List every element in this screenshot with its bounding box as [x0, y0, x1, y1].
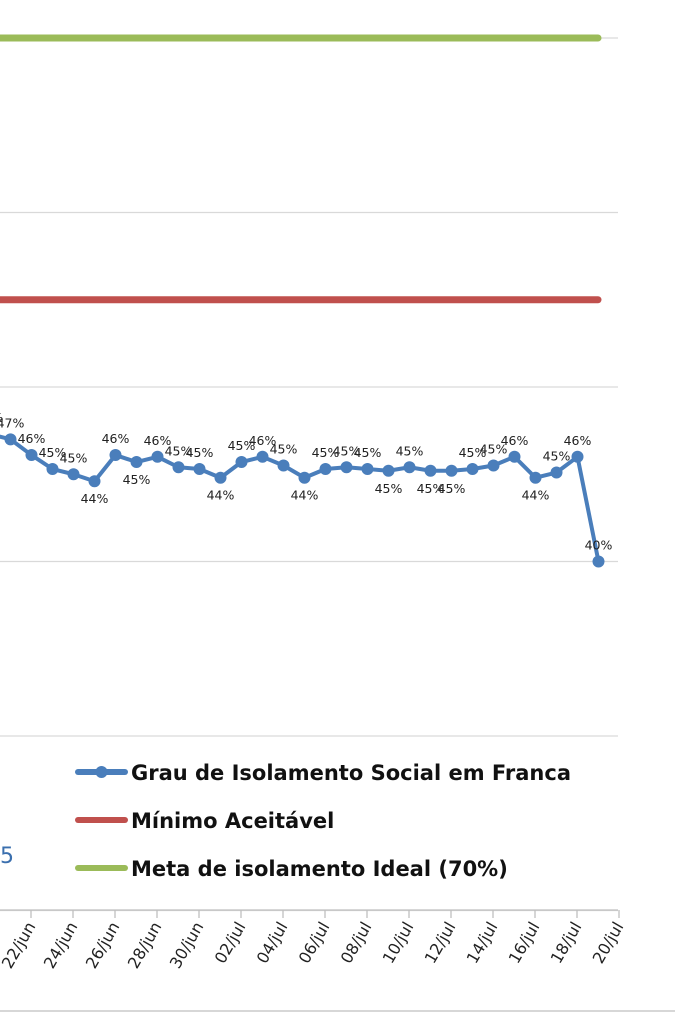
x-tick-label: 08/jul — [337, 919, 376, 967]
data-point — [487, 459, 500, 472]
data-points — [4, 433, 605, 568]
data-label: 45% — [123, 472, 151, 487]
data-point — [88, 475, 101, 488]
data-label: 45% — [165, 443, 193, 458]
reference-lines — [0, 34, 602, 304]
data-point — [46, 463, 59, 476]
data-point — [151, 450, 164, 463]
data-point — [403, 461, 416, 474]
data-label: 45% — [375, 481, 403, 496]
data-label: 44% — [291, 488, 319, 503]
data-label: 44% — [81, 491, 109, 506]
data-label: 44% — [207, 488, 235, 503]
data-label: 45% — [228, 438, 256, 453]
data-label: 47% — [0, 410, 4, 425]
legend-entry: Meta de isolamento Ideal (70%) — [131, 857, 508, 881]
data-point — [130, 456, 143, 469]
data-point — [172, 461, 185, 474]
data-point — [571, 450, 584, 463]
data-label: 46% — [249, 433, 277, 448]
x-axis-ticks — [30, 910, 620, 918]
data-point — [256, 450, 269, 463]
data-point — [235, 456, 248, 469]
x-tick-label: 12/jul — [421, 919, 460, 967]
data-label: 46% — [18, 431, 46, 446]
data-point — [298, 471, 311, 484]
data-label: 45% — [60, 450, 88, 465]
data-point — [4, 433, 17, 446]
legend: Grau de Isolamento Social em Franca Mínim… — [75, 761, 571, 881]
data-point — [193, 463, 206, 476]
x-tick-label: 24/jun — [40, 919, 82, 972]
x-tick-label: 06/jul — [295, 919, 334, 967]
data-label: 46% — [144, 433, 172, 448]
x-tick-label: 18/jul — [547, 919, 586, 967]
data-label: 47% — [0, 415, 25, 430]
x-tick-label: 26/jun — [82, 919, 124, 972]
data-label: 46% — [564, 433, 592, 448]
data-point — [382, 464, 395, 477]
data-label: 46% — [102, 431, 130, 446]
x-tick-label: 04/jul — [253, 919, 292, 967]
data-point — [67, 468, 80, 481]
data-point — [277, 459, 290, 472]
data-point — [592, 555, 605, 568]
data-label: 45% — [186, 445, 214, 460]
data-point — [529, 471, 542, 484]
data-label: 45% — [270, 442, 298, 457]
legend-marker — [95, 766, 108, 778]
data-point — [214, 471, 227, 484]
x-tick-label: 10/jul — [379, 919, 418, 967]
x-tick-label: 16/jul — [505, 919, 544, 967]
data-point — [466, 463, 479, 476]
x-tick-label: 20/jul — [589, 919, 628, 967]
x-axis-tick-labels: 22/jun 24/jun 26/jun 28/jun 30/jun 02/jul 04/j… — [0, 919, 627, 972]
legend-entry: Grau de Isolamento Social em Franca — [131, 761, 571, 785]
data-point — [508, 450, 521, 463]
data-label: 45% — [417, 481, 445, 496]
data-point — [25, 449, 38, 462]
x-tick-label: 22/jun — [0, 919, 39, 972]
data-label: 40% — [585, 538, 613, 553]
data-label: 45% — [396, 443, 424, 458]
data-label: 45% — [543, 449, 571, 464]
data-point — [424, 464, 437, 477]
data-label: 44% — [522, 488, 550, 503]
data-point — [550, 466, 563, 479]
data-label: 45% — [354, 445, 382, 460]
data-point — [445, 464, 458, 477]
x-tick-label: 02/jul — [211, 919, 250, 967]
data-label: 45% — [333, 443, 361, 458]
data-point — [340, 461, 353, 474]
data-point — [109, 449, 122, 462]
x-tick-label: 28/jun — [124, 919, 166, 972]
data-label: 45% — [438, 481, 466, 496]
x-tick-label: 14/jul — [463, 919, 502, 967]
data-label: 45% — [480, 442, 508, 457]
data-label: 45% — [39, 445, 67, 460]
data-label: 45% — [312, 445, 340, 460]
stray-axis-digit: 5 — [0, 844, 14, 869]
data-label: 46% — [501, 433, 529, 448]
x-tick-label: 30/jun — [166, 919, 208, 972]
data-labels: 47%47%46%45%45%44%46%45%46%45%45%44%45%4… — [0, 410, 613, 552]
data-point — [319, 463, 332, 476]
legend-entry: Mínimo Aceitável — [131, 809, 334, 833]
data-point — [361, 463, 374, 476]
data-label: 45% — [459, 445, 487, 460]
